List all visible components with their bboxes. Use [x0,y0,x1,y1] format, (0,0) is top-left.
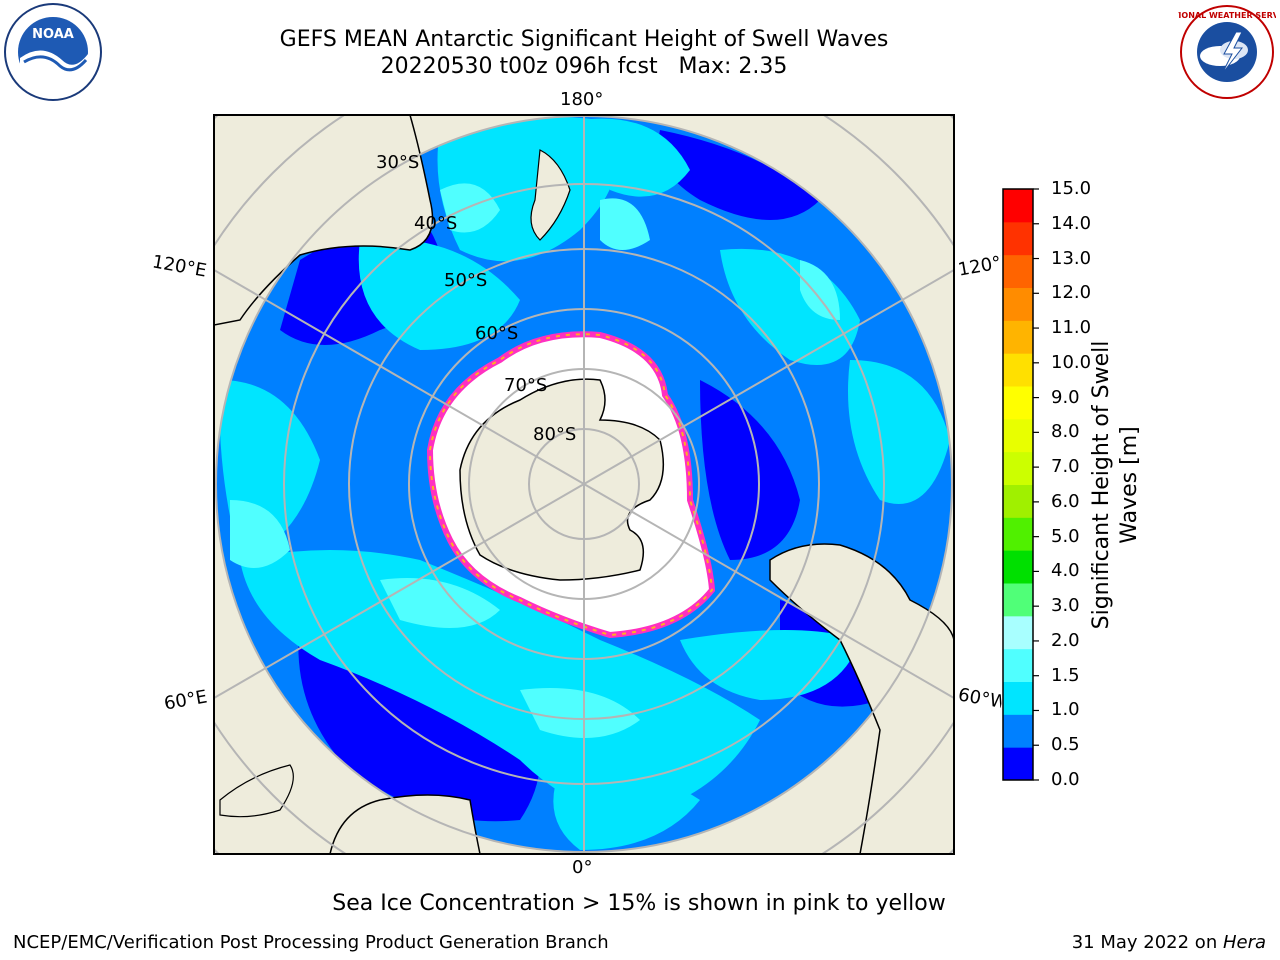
colorbar-tick-label: 12.0 [1051,282,1092,304]
colorbar-tick-label: 5.0 [1051,525,1080,547]
swell-band [680,630,860,700]
swell-band [580,118,690,197]
colorbar-tick-label: 0.5 [1051,734,1080,756]
south-africa-landmass [329,794,481,854]
colorbar-segment [1003,681,1033,715]
australia-landmass [214,115,434,326]
colorbar-tick-label: 13.0 [1051,247,1092,269]
low-swell-region [700,380,800,560]
lat-label-50s: 50°S [444,270,488,291]
noaa-logo-text: NOAA [32,27,74,42]
antarctica-landmass [459,378,665,581]
colorbar-tick-label: 9.0 [1051,386,1080,408]
lat-label-30s: 30°S [376,152,420,173]
lon-label-0: 0° [572,857,593,878]
colorbar-tick-label: 1.5 [1051,664,1080,686]
colorbar-tick-label: 0.0 [1051,769,1080,790]
swell-band [358,238,520,350]
colorbar-tick-label: 8.0 [1051,421,1080,443]
new-zealand-landmass [530,149,571,241]
colorbar-segment [1003,615,1033,650]
swell-peak [440,183,500,233]
lat-label-60s: 60°S [475,323,519,344]
sea-ice-note: Sea Ice Concentration > 15% is shown in … [332,891,946,916]
swell-band [553,768,700,850]
colorbar-tick-label: 6.0 [1051,490,1080,512]
nws-logo-text: NATIONAL WEATHER SERVICE [1178,11,1276,20]
swell-peak [230,500,290,568]
swell-peak [600,198,650,250]
colorbar-tick-label: 15.0 [1051,178,1092,199]
colorbar-tick-label: 2.0 [1051,629,1080,651]
colorbar-segment [1003,353,1033,387]
map-title: GEFS MEAN Antarctic Significant Height o… [279,27,889,52]
colorbar-tick-label: 11.0 [1051,317,1092,339]
colorbar-segment [1003,714,1033,748]
colorbar-label: Significant Height of Swell Waves [m] [1089,340,1142,630]
colorbar-tick-label: 3.0 [1051,595,1080,617]
colorbar-segment [1003,221,1033,256]
lat-label-40s: 40°S [414,213,458,234]
sea-ice-edge [428,333,714,637]
colorbar-tick-label: 10.0 [1051,351,1092,373]
colorbar [1002,188,1039,781]
swell-peak [800,260,840,320]
colorbar-segment [1003,583,1033,617]
lat-label-70s: 70°S [504,375,548,396]
colorbar-segment [1003,254,1033,288]
lat-label-80s: 80°S [533,424,577,445]
colorbar-frame [1002,188,1034,781]
noaa-logo-icon: NOAA [4,3,102,101]
colorbar-segment [1003,484,1033,518]
colorbar-segment [1003,386,1033,420]
swell-peak [520,688,640,738]
colorbar-segment [1003,418,1033,453]
colorbar-segment [1003,451,1033,485]
graticule [214,115,954,854]
footer-date: 31 May 2022 on Hera [1072,932,1266,953]
footer-credit: NCEP/EMC/Verification Post Processing Pr… [13,932,609,953]
map-frame [213,114,955,855]
swell-band [240,550,760,820]
colorbar-tick-label: 4.0 [1051,560,1080,582]
colorbar-tick-label: 14.0 [1051,212,1092,234]
colorbar-segment [1003,517,1033,551]
colorbar-tick-label: 7.0 [1051,456,1080,478]
swell-band [848,360,950,504]
national-weather-service-logo-icon: NATIONAL WEATHER SERVICE [1178,5,1276,99]
colorbar-tick-label: 1.0 [1051,699,1080,721]
footer-host: Hera [1222,932,1266,953]
map-subtitle: 20220530 t00z 096h fcst Max: 2.35 [380,54,788,79]
lon-label-180: 180° [560,89,604,110]
colorbar-segment [1003,189,1033,223]
colorbar-segment [1003,287,1033,321]
colorbar-segment [1003,320,1033,354]
colorbar-segment [1003,648,1033,682]
colorbar-segment [1003,550,1033,584]
footer-date-text: 31 May 2022 on [1071,932,1223,953]
colorbar-segment [1003,747,1033,781]
low-swell-region [658,130,820,220]
madagascar-landmass [219,764,294,818]
